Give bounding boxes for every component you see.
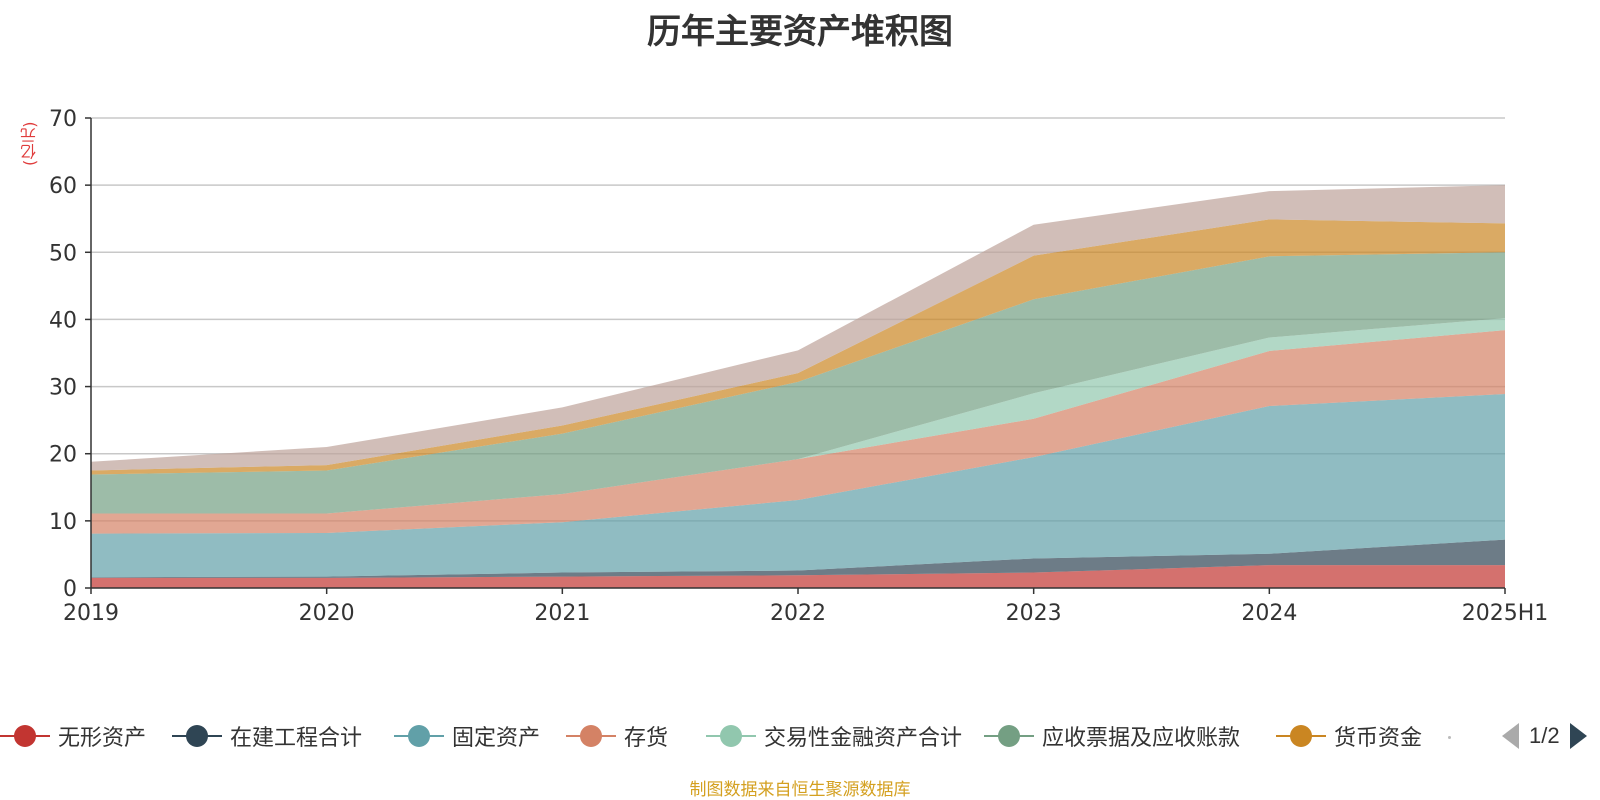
pager-next-arrow-icon[interactable] xyxy=(1569,723,1587,749)
legend: 无形资产 在建工程合计 固定资产 存货 交易性金融资产合计 应收票据及应收账款 货币资金 xyxy=(0,718,1600,754)
x-tick-label: 2023 xyxy=(1006,601,1062,626)
chart-plot: 0 10 20 30 40 50 60 70 2019 2020 2021 2022 2023 2024 2… xyxy=(49,107,1548,626)
y-tick-label: 40 xyxy=(49,308,77,333)
area-series-1 xyxy=(91,539,1505,578)
legend-label: 在建工程合计 xyxy=(230,726,363,751)
area-series-4 xyxy=(91,318,1505,514)
legend-label: 货币资金 xyxy=(1334,726,1423,751)
area-series-6 xyxy=(91,219,1505,475)
legend-item[interactable]: 交易性金融资产合计 xyxy=(706,718,962,754)
legend-marker-icon xyxy=(1276,724,1326,748)
area-series-0 xyxy=(91,565,1505,588)
legend-pager: 1/2 xyxy=(1502,718,1587,754)
area-series-2 xyxy=(91,393,1505,578)
legend-label: 交易性金融资产合计 xyxy=(764,726,963,751)
legend-item[interactable]: 应收票据及应收账款 xyxy=(984,718,1240,754)
pager-page-indicator: 1/2 xyxy=(1529,723,1560,748)
chart-title: 历年主要资产堆积图 xyxy=(647,12,953,52)
legend-item[interactable]: 固定资产 xyxy=(394,718,540,754)
x-tick-label: 2021 xyxy=(534,601,590,626)
pager-prev-arrow-icon[interactable] xyxy=(1502,723,1519,749)
y-tick-label: 30 xyxy=(49,376,77,401)
legend-marker-icon xyxy=(0,724,50,748)
legend-label: 无形资产 xyxy=(58,726,147,751)
legend-marker-icon xyxy=(566,724,616,748)
area-series-7 xyxy=(91,185,1505,471)
area-series-5 xyxy=(91,252,1505,514)
x-tick-label: 2020 xyxy=(299,601,355,626)
y-tick-label: 10 xyxy=(49,510,77,535)
stacked-areas xyxy=(91,185,1505,588)
data-source-note: 制图数据来自恒生聚源数据库 xyxy=(689,780,911,800)
legend-marker-icon xyxy=(394,724,444,748)
y-tick-label: 50 xyxy=(49,241,77,266)
y-tick-label: 20 xyxy=(49,443,77,468)
axes: 0 10 20 30 40 50 60 70 2019 2020 2021 2022 2023 2024 2… xyxy=(49,107,1548,626)
legend-label: 应收票据及应收账款 xyxy=(1042,726,1241,751)
x-tick-label: 2025H1 xyxy=(1462,601,1549,626)
legend-marker-icon xyxy=(706,724,756,748)
x-tick-label: 2019 xyxy=(63,601,119,626)
legend-label: 固定资产 xyxy=(452,726,541,751)
legend-marker-icon xyxy=(172,724,222,748)
legend-marker-icon xyxy=(984,724,1034,748)
legend-item[interactable]: 无形资产 xyxy=(0,718,146,754)
legend-label: 存货 xyxy=(624,726,669,751)
legend-overflow-dot xyxy=(1448,736,1451,739)
y-tick-label: 60 xyxy=(49,174,77,199)
y-axis-unit-label: (亿元) xyxy=(20,121,39,167)
legend-item[interactable]: 货币资金 xyxy=(1276,718,1422,754)
x-tick-label: 2022 xyxy=(770,601,826,626)
y-tick-label: 0 xyxy=(63,577,77,602)
legend-item[interactable]: 在建工程合计 xyxy=(172,718,362,754)
y-tick-label: 70 xyxy=(49,107,77,132)
area-series-3 xyxy=(91,330,1505,534)
x-tick-label: 2024 xyxy=(1241,601,1297,626)
legend-item[interactable]: 存货 xyxy=(566,718,668,754)
